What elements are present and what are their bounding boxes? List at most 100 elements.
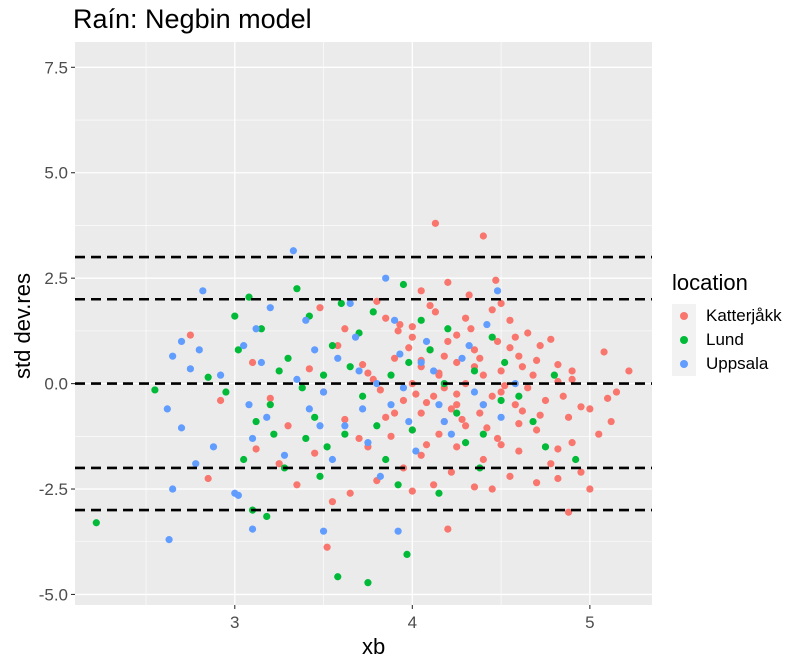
point-uppsala: [417, 358, 425, 367]
point-katterjkk: [524, 329, 532, 337]
point-katterjkk: [492, 276, 500, 284]
legend-label: Katterjåkk: [706, 306, 782, 325]
point-lund: [293, 285, 301, 293]
x-tick-label: 4: [408, 613, 417, 632]
point-katterjkk: [431, 308, 440, 316]
point-katterjkk: [506, 344, 514, 352]
point-katterjkk: [533, 426, 541, 434]
point-uppsala: [359, 405, 367, 413]
point-katterjkk: [529, 371, 537, 379]
point-katterjkk: [501, 382, 509, 390]
point-lund: [275, 367, 283, 375]
legend-item-lund: Lund: [672, 328, 782, 352]
point-katterjkk: [461, 422, 470, 430]
point-uppsala: [376, 472, 384, 480]
point-uppsala: [289, 247, 297, 255]
point-uppsala: [302, 316, 310, 324]
point-katterjkk: [422, 441, 431, 449]
point-uppsala: [497, 413, 505, 421]
point-uppsala: [465, 342, 473, 350]
point-katterjkk: [511, 401, 519, 409]
legend-item-uppsala: Uppsala: [672, 352, 782, 376]
y-tick-label: 2.5: [44, 269, 68, 288]
point-lund: [453, 409, 461, 417]
point-katterjkk: [511, 333, 519, 341]
point-uppsala: [435, 401, 443, 409]
point-katterjkk: [465, 291, 473, 299]
point-katterjkk: [461, 314, 470, 322]
point-uppsala: [165, 536, 173, 544]
point-katterjkk: [467, 325, 475, 333]
point-lund: [270, 430, 278, 438]
point-katterjkk: [396, 320, 404, 329]
point-lund: [417, 316, 425, 324]
legend-label: Lund: [706, 330, 744, 349]
point-uppsala: [382, 274, 390, 282]
point-katterjkk: [497, 388, 505, 396]
point-uppsala: [186, 365, 194, 373]
point-katterjkk: [515, 420, 523, 428]
point-katterjkk: [493, 434, 502, 443]
point-uppsala: [334, 354, 342, 362]
point-katterjkk: [476, 354, 484, 362]
point-katterjkk: [554, 361, 562, 369]
point-katterjkk: [266, 394, 274, 402]
point-katterjkk: [568, 439, 576, 447]
point-katterjkk: [426, 301, 434, 310]
point-lund: [252, 417, 260, 426]
point-uppsala: [169, 485, 177, 493]
point-katterjkk: [394, 327, 402, 335]
point-uppsala: [351, 333, 360, 341]
point-katterjkk: [479, 232, 487, 240]
point-katterjkk: [444, 278, 452, 286]
point-katterjkk: [399, 396, 408, 405]
point-lund: [501, 358, 509, 367]
point-katterjkk: [355, 434, 363, 443]
point-katterjkk: [422, 398, 431, 407]
point-lund: [231, 312, 239, 320]
point-lund: [302, 434, 310, 443]
point-katterjkk: [533, 479, 541, 487]
legend-item-katterjakk: Katterjåkk: [672, 304, 782, 328]
y-tick-label: -5.0: [39, 585, 68, 604]
point-lund: [382, 455, 390, 464]
point-uppsala: [430, 367, 438, 375]
point-lund: [222, 388, 230, 396]
point-uppsala: [447, 430, 455, 438]
point-uppsala: [373, 379, 381, 388]
point-lund: [387, 371, 395, 379]
point-katterjkk: [470, 346, 479, 354]
point-katterjkk: [453, 390, 461, 398]
point-uppsala: [216, 371, 225, 379]
point-uppsala: [234, 491, 242, 499]
point-katterjkk: [412, 390, 420, 398]
point-katterjkk: [328, 498, 337, 506]
point-katterjkk: [524, 384, 532, 392]
point-lund: [488, 333, 496, 341]
point-katterjkk: [346, 489, 354, 497]
point-lund: [257, 325, 266, 333]
point-katterjkk: [586, 485, 594, 493]
point-katterjkk: [430, 392, 438, 400]
point-uppsala: [479, 401, 487, 409]
legend: location Katterjåkk Lund Uppsala: [672, 270, 782, 376]
point-katterjkk: [453, 331, 461, 339]
point-katterjkk: [577, 403, 585, 411]
point-katterjkk: [453, 358, 461, 367]
point-lund: [461, 439, 470, 447]
legend-title: location: [672, 270, 748, 295]
point-katterjkk: [607, 417, 615, 426]
point-uppsala: [328, 455, 337, 464]
point-katterjkk: [493, 337, 502, 346]
point-katterjkk: [248, 358, 257, 367]
y-tick-label: 0.0: [44, 375, 68, 394]
legend-dot-lund: [680, 336, 688, 344]
point-katterjkk: [518, 407, 526, 415]
point-uppsala: [252, 325, 260, 333]
point-katterjkk: [577, 468, 585, 476]
point-uppsala: [209, 443, 218, 451]
point-lund: [541, 443, 550, 451]
x-tick-label: 3: [230, 613, 239, 632]
point-lund: [341, 430, 349, 438]
